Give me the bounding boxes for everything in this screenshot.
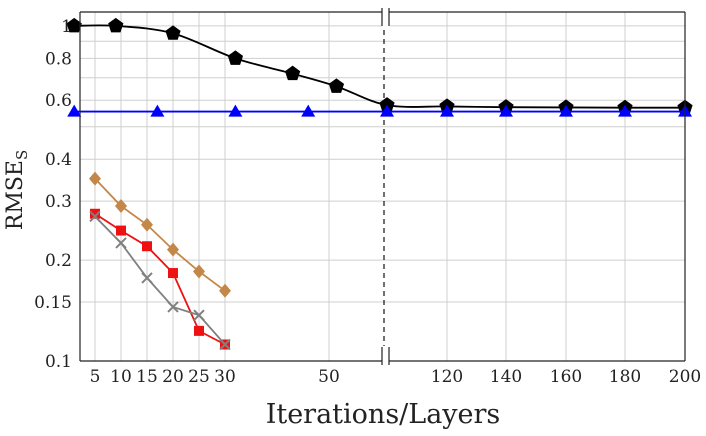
data-point-cross [115,237,127,249]
data-point-triangle [67,104,82,117]
data-point-pentagon [379,97,395,112]
tick-labels: 0.10.150.20.30.40.60.815 10 15 20 25 30 50 120 1… [34,17,701,387]
data-point-pentagon [108,17,124,33]
x-axis-label: Iterations/Layers [266,399,501,430]
data-point-triangle [228,104,243,117]
x-tick-label: 15 [136,367,158,387]
data-point-square [90,208,100,219]
x-tick-label: 30 [214,367,236,387]
data-point-triangle [150,104,165,117]
x-tick-label: 160 [550,367,582,387]
x-tick-label: 140 [490,367,522,387]
x-tick-label: 50 [318,367,340,387]
axis-break-gap-top [382,7,390,27]
series-line-square [94,213,226,346]
axis-break [381,7,390,366]
data-point-square [116,225,126,236]
y-tick-label: 0.2 [45,251,72,271]
y-axis-label: RMSES [3,150,31,231]
y-tick-label: 0.15 [34,293,72,313]
y-tick-label: 0.4 [45,150,72,170]
data-point-square [194,325,204,336]
data-point-square [168,268,178,279]
data-point-diamond [193,264,205,279]
series-line-diamond [94,178,226,292]
x-tick-label: 120 [431,367,463,387]
x-tick-label: 200 [669,367,701,387]
y-axis-label-main: RMSE [3,160,28,230]
x-tick-label: 5 [90,367,101,387]
data-point-triangle [618,104,632,117]
series-layer [66,17,693,351]
data-point-pentagon [328,78,345,93]
data-point-pentagon [227,50,244,65]
data-point-diamond [115,199,127,214]
data-point-triangle [559,104,573,117]
data-point-cross [89,210,101,223]
data-point-cross [219,338,231,351]
data-point-triangle [301,104,316,117]
data-point-pentagon [165,25,181,40]
y-tick-label: 0.1 [45,352,72,372]
plot-frame [79,11,686,362]
data-point-cross [141,272,153,284]
data-point-triangle [499,104,513,117]
x-tick-label: 25 [188,367,210,387]
data-point-square [142,241,152,252]
series-cross [89,210,231,351]
y-tick-label: 1 [61,17,72,37]
data-point-diamond [141,217,153,232]
axis-break-gap-bottom [382,346,390,366]
series-line-cross [94,215,226,346]
data-point-triangle [380,104,394,117]
x-tick-label: 10 [110,367,132,387]
data-point-cross [167,301,179,313]
y-tick-label: 0.6 [45,91,72,111]
series-line-pentagon [74,24,686,109]
y-tick-label: 0.8 [45,49,72,69]
x-tick-label: 180 [609,367,641,387]
series-diamond [89,171,231,298]
series-triangle [67,104,692,117]
x-tick-label: 20 [162,367,184,387]
data-point-pentagon [284,65,301,81]
y-tick-label: 0.3 [45,192,72,212]
data-point-diamond [167,242,179,257]
data-point-cross [193,309,205,321]
data-point-diamond [219,283,231,298]
data-point-diamond [89,171,101,186]
series-pentagon [66,17,693,115]
data-point-triangle [440,104,454,117]
y-axis-label-subscript: S [13,150,31,160]
data-point-pentagon [66,17,82,33]
